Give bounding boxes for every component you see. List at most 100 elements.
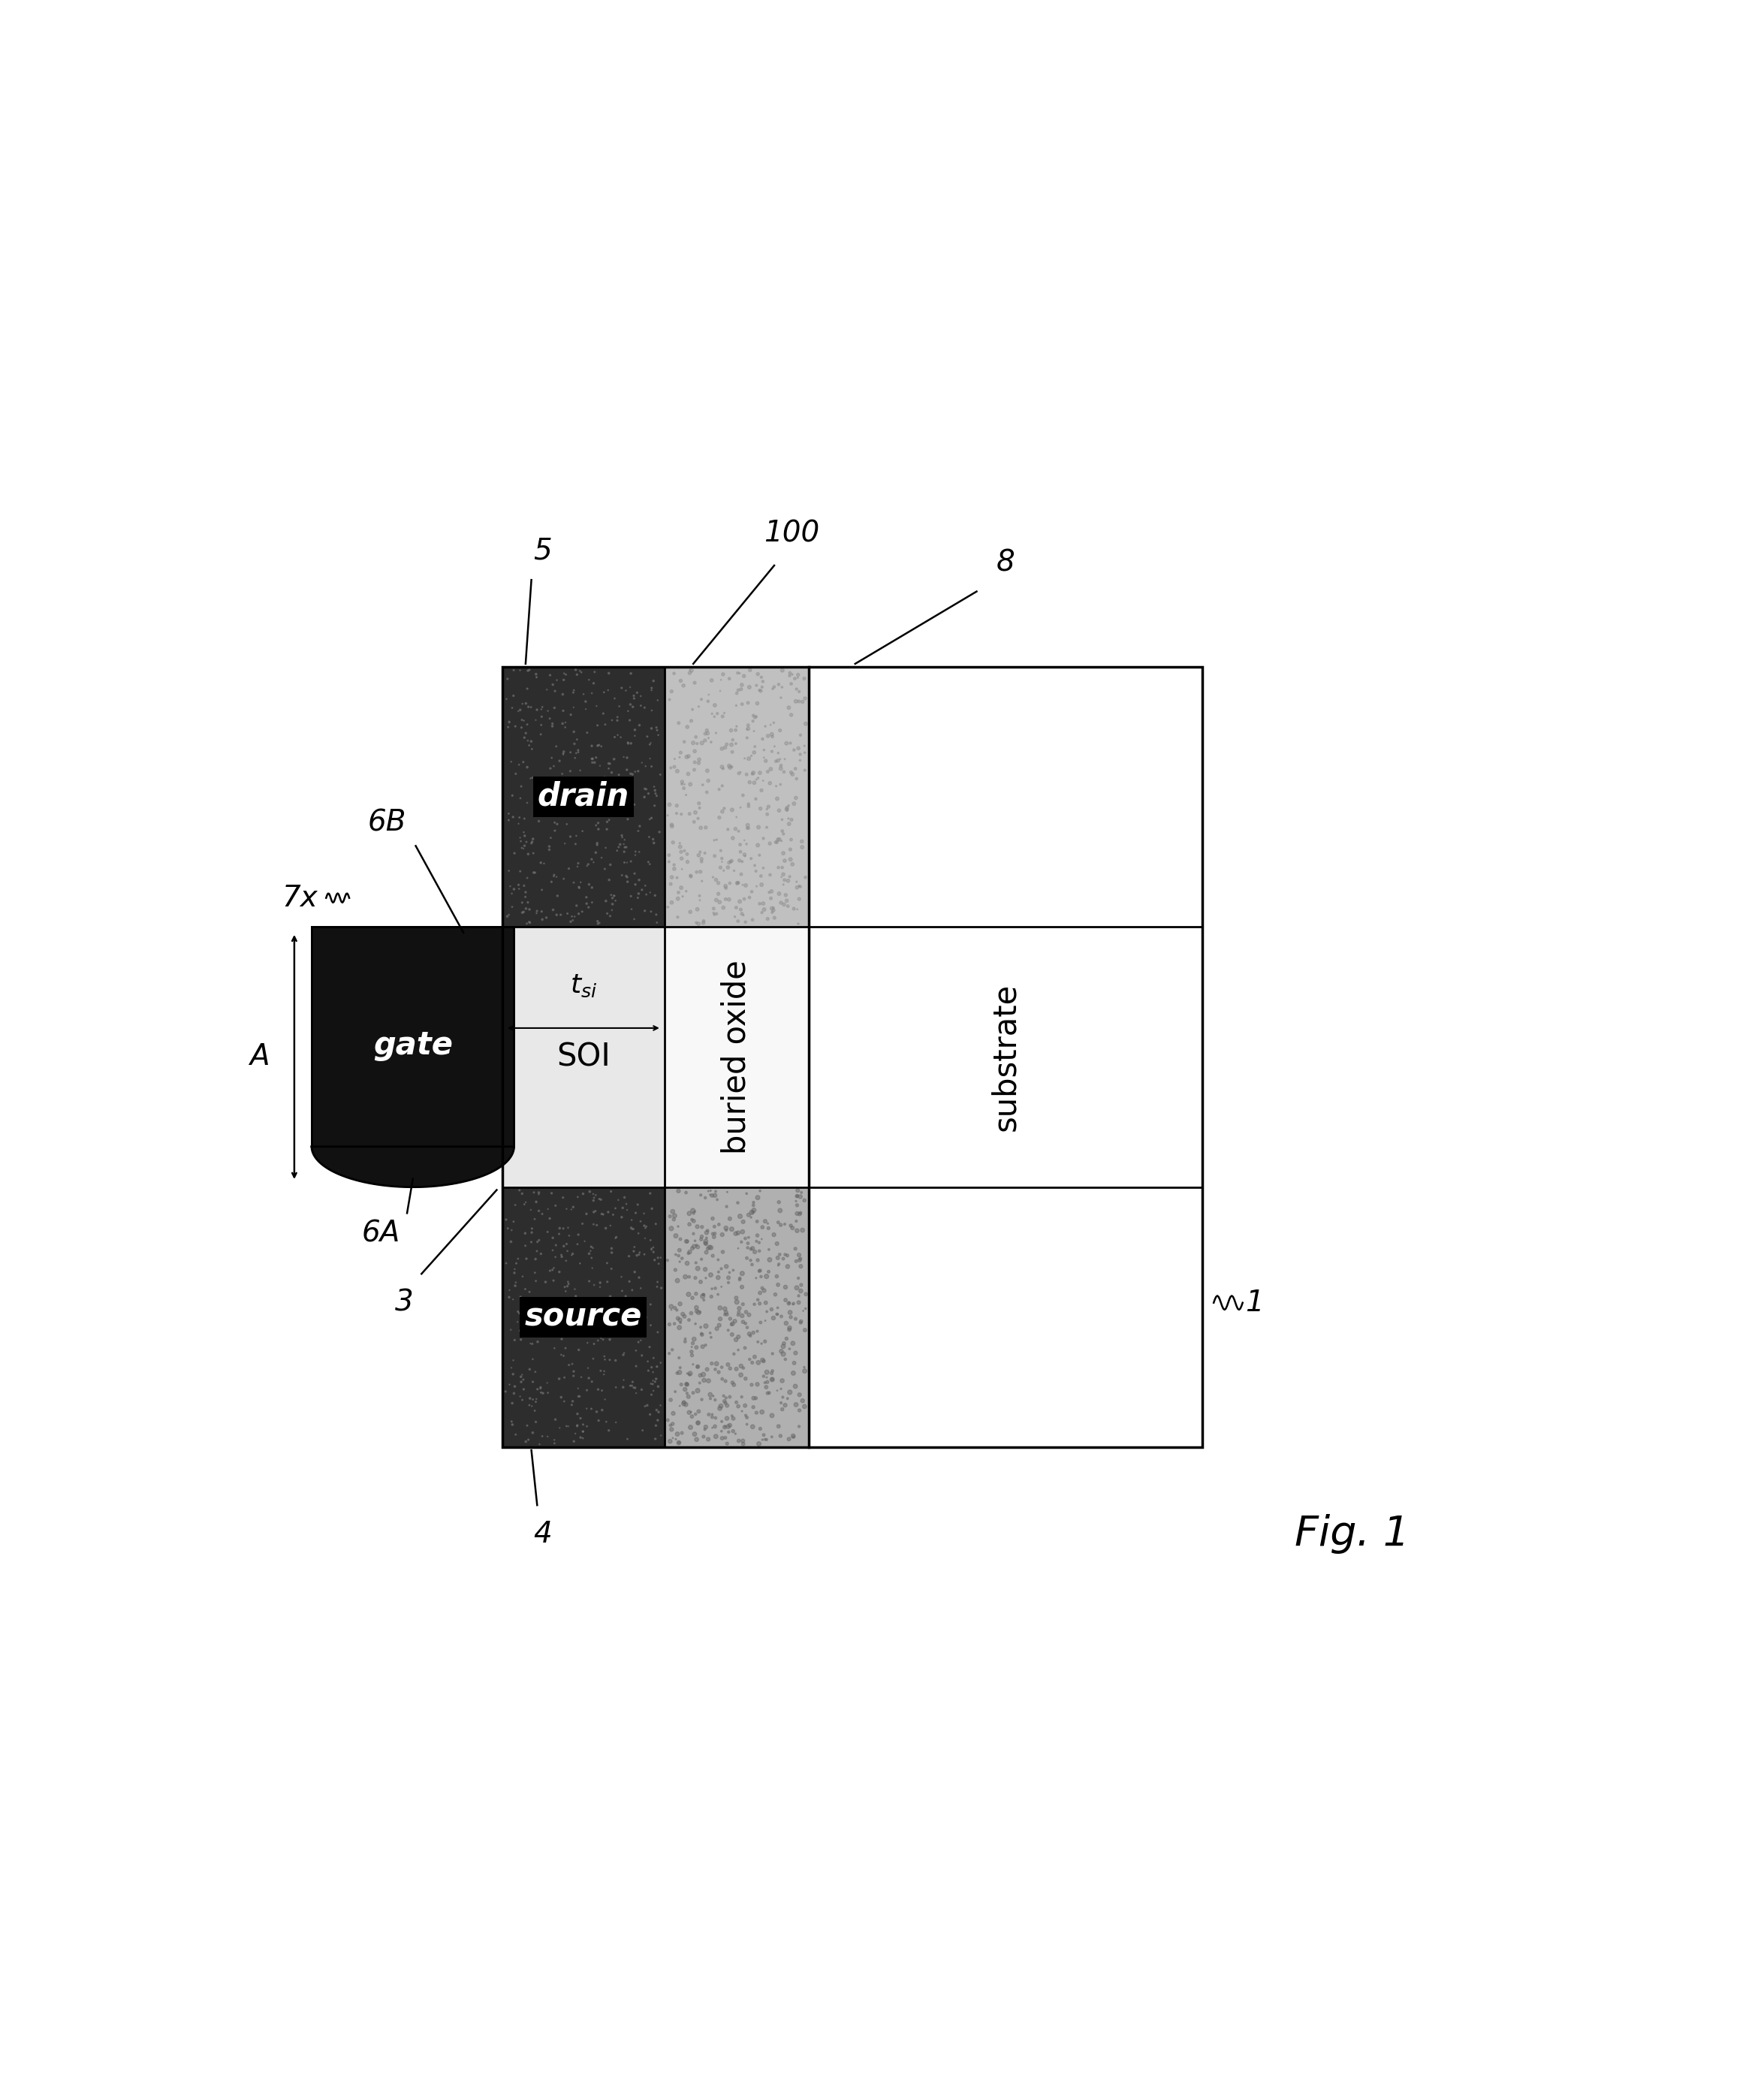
Point — [725, 866, 753, 899]
Point — [531, 797, 559, 830]
Point — [549, 757, 577, 791]
Point — [739, 699, 767, 733]
Point — [700, 824, 729, 857]
Point — [681, 745, 709, 778]
Point — [691, 1328, 720, 1361]
Point — [669, 766, 697, 799]
Point — [492, 683, 520, 716]
Point — [513, 862, 542, 895]
Point — [589, 1324, 617, 1357]
Point — [609, 1371, 637, 1405]
Point — [580, 791, 609, 824]
Point — [617, 1274, 646, 1307]
Point — [704, 1278, 732, 1311]
Point — [691, 718, 720, 751]
Point — [520, 855, 549, 889]
Point — [542, 1228, 570, 1261]
Point — [725, 884, 753, 918]
Point — [746, 859, 774, 893]
Point — [637, 726, 665, 760]
Point — [699, 1238, 727, 1271]
Point — [646, 757, 674, 791]
Point — [575, 664, 603, 697]
Point — [512, 1230, 540, 1263]
Point — [513, 653, 542, 687]
Point — [771, 1207, 799, 1240]
Point — [538, 1222, 566, 1255]
Point — [721, 689, 750, 722]
Point — [584, 1373, 612, 1407]
Point — [497, 691, 526, 724]
Point — [517, 826, 545, 859]
Point — [723, 1299, 751, 1332]
Point — [494, 710, 522, 743]
Point — [519, 826, 547, 859]
Point — [688, 683, 716, 716]
Point — [693, 1222, 721, 1255]
Point — [707, 1415, 736, 1448]
Point — [612, 753, 640, 787]
Point — [512, 893, 540, 926]
Point — [591, 1382, 619, 1415]
Point — [540, 1423, 568, 1457]
Point — [658, 1292, 686, 1326]
Point — [506, 782, 534, 816]
Point — [527, 874, 556, 907]
Point — [677, 703, 706, 737]
Point — [492, 1203, 520, 1236]
Point — [753, 1365, 781, 1398]
Point — [635, 845, 663, 878]
Point — [744, 658, 773, 691]
Point — [538, 741, 566, 774]
Point — [538, 710, 566, 743]
Point — [559, 716, 587, 749]
Point — [688, 1330, 716, 1363]
Point — [723, 866, 751, 899]
Point — [549, 1211, 577, 1244]
Point — [785, 1286, 813, 1319]
Point — [706, 674, 734, 708]
Point — [658, 1407, 686, 1440]
Point — [714, 1409, 743, 1442]
Point — [534, 832, 563, 866]
Point — [621, 857, 649, 891]
Point — [746, 887, 774, 920]
Point — [497, 1226, 526, 1259]
Point — [732, 1398, 760, 1432]
Point — [593, 897, 621, 930]
Point — [642, 1394, 670, 1428]
Point — [497, 1213, 526, 1247]
Point — [501, 1324, 529, 1357]
Point — [785, 733, 813, 766]
Point — [621, 1197, 649, 1230]
Point — [771, 1342, 799, 1376]
Point — [706, 1207, 734, 1240]
Point — [674, 1367, 702, 1401]
Point — [505, 801, 533, 834]
Point — [748, 1328, 776, 1361]
Point — [674, 845, 702, 878]
Point — [751, 1305, 780, 1338]
Point — [767, 680, 796, 714]
Point — [773, 884, 801, 918]
Point — [632, 1211, 660, 1244]
Point — [654, 839, 683, 872]
Point — [616, 689, 644, 722]
Point — [527, 691, 556, 724]
Point — [785, 1394, 813, 1428]
Point — [704, 697, 732, 730]
Point — [575, 891, 603, 924]
Point — [575, 1284, 603, 1317]
Point — [702, 1346, 730, 1380]
Point — [681, 720, 709, 753]
Point — [639, 1355, 667, 1388]
Point — [637, 1367, 665, 1401]
Point — [670, 834, 699, 868]
Point — [665, 1425, 693, 1459]
Point — [778, 847, 806, 880]
Point — [610, 1180, 639, 1213]
Point — [542, 1403, 570, 1436]
Point — [707, 834, 736, 868]
Point — [637, 1288, 665, 1321]
Point — [557, 1309, 586, 1342]
